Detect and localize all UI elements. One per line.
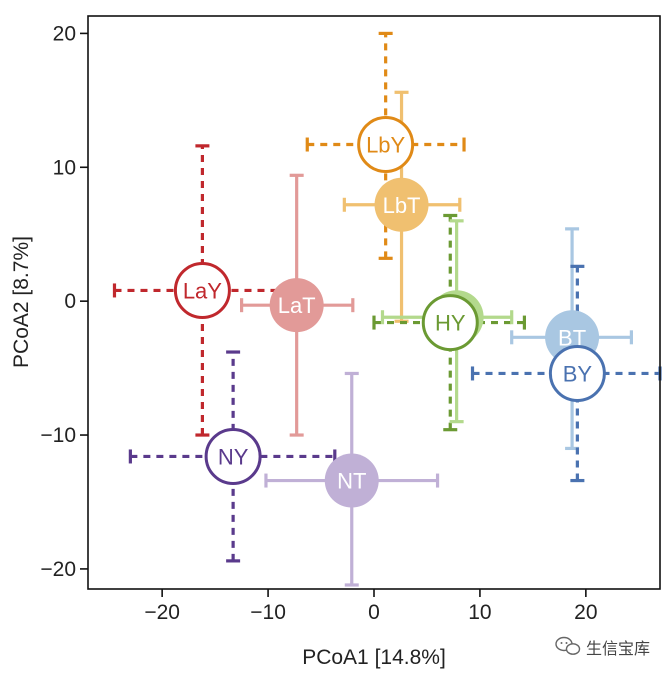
point-label-hy: HY (435, 311, 466, 336)
x-tick-label: 0 (368, 601, 380, 624)
y-tick-label: 10 (53, 156, 76, 179)
x-axis-title: PCoA1 [14.8%] (302, 646, 446, 669)
plot-frame (87, 15, 661, 590)
point-hy (421, 294, 479, 352)
point-by (548, 344, 606, 402)
point-lat (269, 278, 324, 333)
point-lbt (374, 177, 429, 232)
y-axis-title: PCoA2 [8.7%] (10, 236, 33, 368)
point-ny (204, 427, 262, 485)
point-label-nt: NT (337, 469, 366, 494)
x-tick-label: 10 (468, 601, 491, 624)
point-label-ny: NY (218, 444, 249, 469)
y-tick-label: 0 (64, 290, 76, 313)
y-tick-label: −20 (40, 558, 76, 581)
y-tick-label: −10 (40, 424, 76, 447)
point-lay (173, 261, 231, 319)
point-lby (357, 116, 415, 174)
x-tick-label: 20 (574, 601, 597, 624)
wechat-icon (555, 636, 581, 655)
watermark-text: 生信宝库 (586, 639, 650, 658)
point-label-lat: LaT (278, 293, 316, 318)
watermark: 生信宝库 (555, 636, 650, 658)
x-tick-label: −20 (144, 601, 180, 624)
point-nt (324, 453, 379, 508)
point-label-lby: LbY (366, 133, 405, 158)
point-label-lbt: LbT (383, 193, 421, 218)
x-tick-label: −10 (250, 601, 286, 624)
point-label-by: BY (563, 361, 593, 386)
y-tick-label: 20 (53, 22, 76, 45)
point-label-lay: LaY (183, 278, 222, 303)
